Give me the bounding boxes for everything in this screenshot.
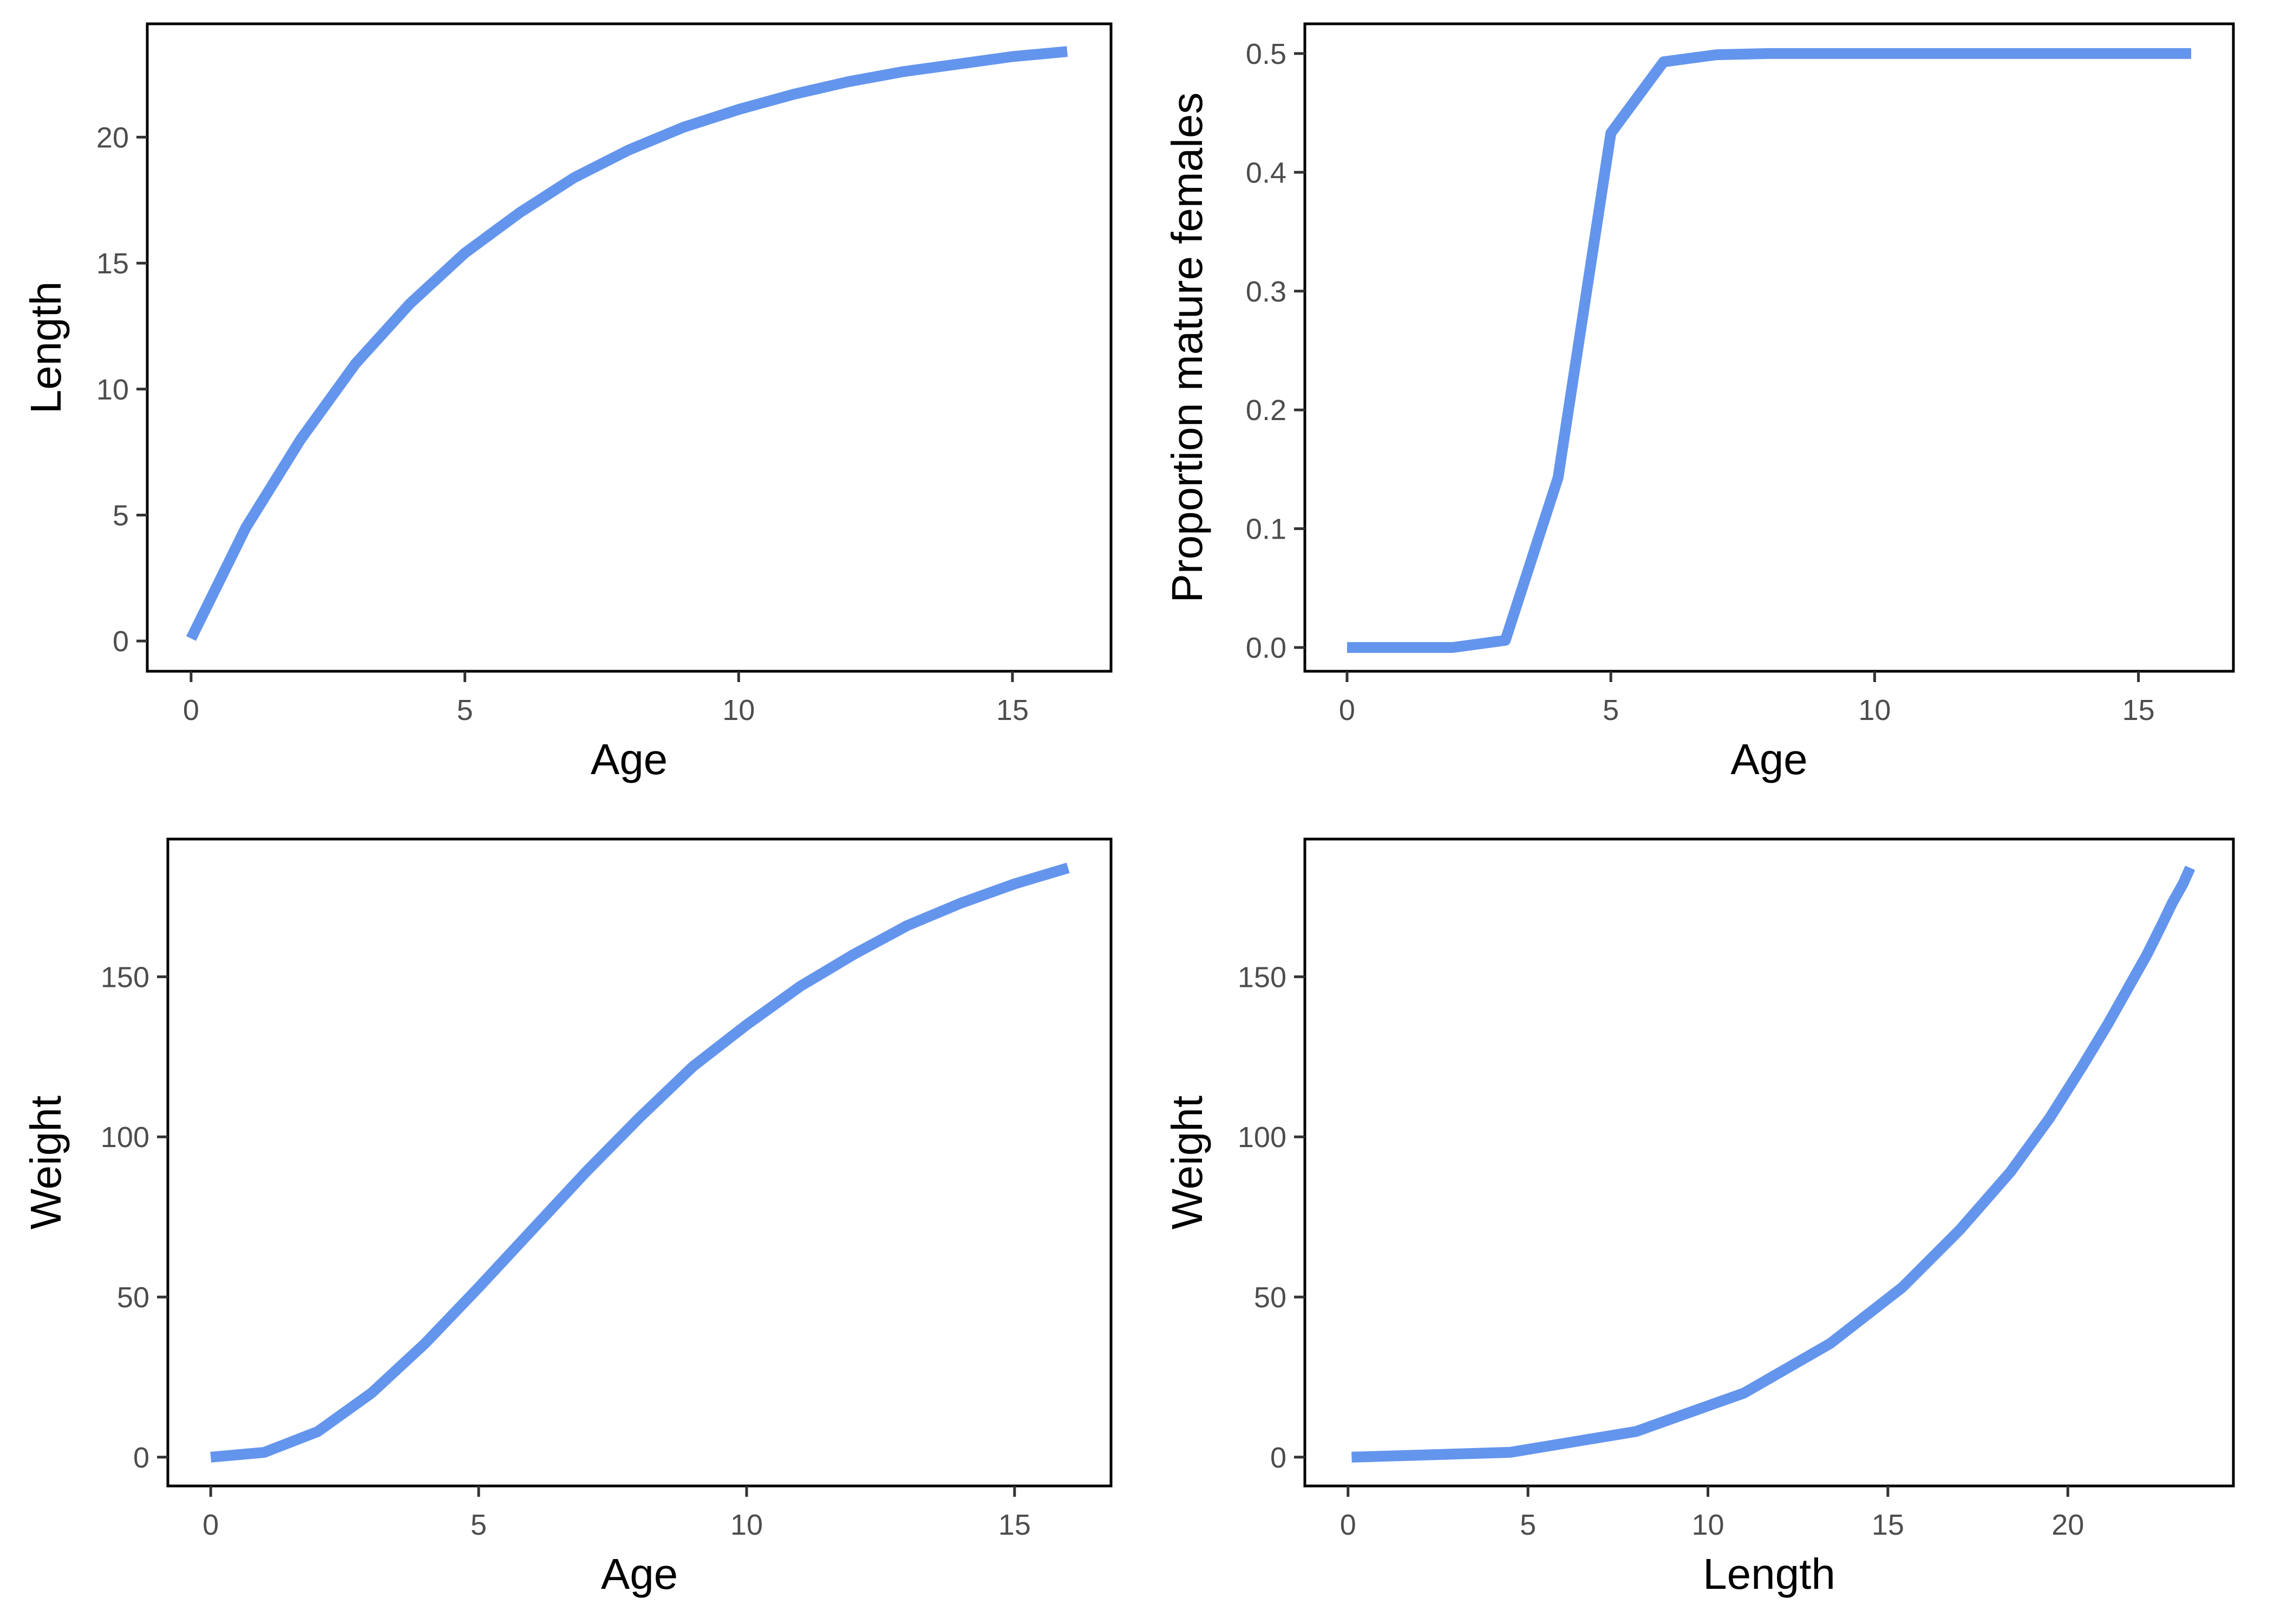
y-tick-label: 0.0 [1246, 632, 1286, 664]
y-tick-label: 100 [101, 1121, 149, 1154]
panel-border [166, 837, 1113, 1488]
y-tick-label: 20 [96, 121, 129, 154]
x-tick-label: 0 [202, 1509, 219, 1541]
y-tick-label: 0.1 [1246, 513, 1286, 546]
y-tick-label: 5 [113, 499, 129, 532]
y-axis-title: Proportion mature females [1163, 93, 1211, 603]
x-tick-label: 20 [2051, 1509, 2084, 1541]
series-line [1351, 866, 2195, 1463]
y-tick-label: 0.2 [1246, 394, 1286, 427]
x-tick-label: 10 [1858, 694, 1891, 726]
y-tick-label: 0.3 [1246, 276, 1286, 308]
y-tick-label: 100 [1238, 1121, 1286, 1154]
panel-border [1303, 22, 2235, 673]
y-tick-label: 150 [1238, 961, 1286, 993]
x-tick-label: 15 [998, 1509, 1031, 1541]
panel-weight-at-length: 0 5 10 15 20 0 50 100 150 Length Weight [1163, 837, 2235, 1598]
y-axis-title: Length [22, 281, 70, 414]
x-tick-label: 5 [1603, 694, 1619, 726]
y-tick-label: 50 [117, 1281, 149, 1314]
x-tick-label: 10 [730, 1509, 763, 1541]
x-axis-title: Length [1703, 1550, 1835, 1598]
x-tick-label: 5 [457, 694, 473, 726]
x-axis-title: Age [601, 1550, 678, 1598]
x-tick-label: 0 [1339, 694, 1355, 726]
x-tick-label: 10 [722, 694, 755, 726]
series-line [210, 862, 1070, 1463]
y-tick-label: 15 [96, 247, 129, 280]
y-tick-label: 150 [101, 961, 149, 993]
panel-length-at-age: 0 5 10 15 0 5 10 15 20 Age Length [22, 22, 1113, 783]
series-line [186, 46, 1068, 641]
y-tick-label: 10 [96, 374, 129, 406]
y-tick-label: 0 [1270, 1442, 1286, 1474]
y-tick-label: 0.4 [1246, 156, 1286, 189]
y-tick-label: 0 [133, 1442, 149, 1474]
y-axis-title: Weight [22, 1096, 70, 1230]
y-tick-label: 50 [1254, 1281, 1286, 1314]
x-tick-label: 5 [1520, 1509, 1536, 1541]
x-tick-label: 0 [1340, 1509, 1356, 1541]
x-axis-title: Age [1730, 735, 1807, 783]
panel-maturity-at-age: 0 5 10 15 0.0 0.1 0.2 0.3 0.4 0.5 Age Proportion ma… [1163, 22, 2235, 783]
x-tick-label: 0 [183, 694, 199, 726]
panel-border [146, 22, 1113, 673]
y-tick-label: 0.5 [1246, 38, 1286, 70]
x-axis-title: Age [591, 735, 668, 783]
x-tick-label: 10 [1691, 1509, 1724, 1541]
x-tick-label: 5 [471, 1509, 487, 1541]
y-tick-label: 0 [113, 625, 129, 658]
x-tick-label: 15 [2122, 694, 2155, 726]
x-tick-label: 15 [1872, 1509, 1904, 1541]
y-axis-title: Weight [1163, 1096, 1211, 1230]
x-tick-label: 15 [996, 694, 1029, 726]
panel-border [1303, 837, 2235, 1488]
series-line [1347, 48, 2191, 653]
